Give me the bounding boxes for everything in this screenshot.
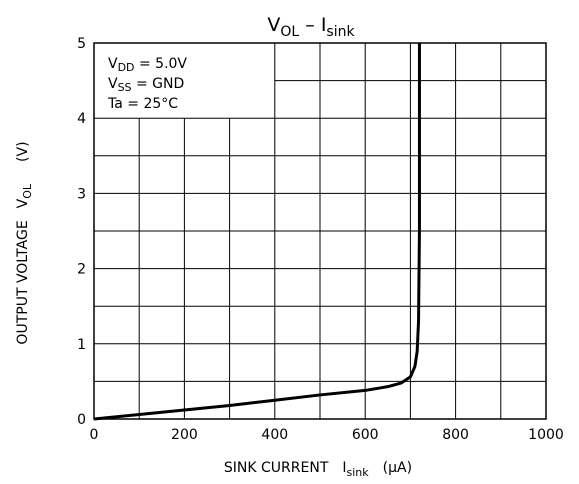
y-tick-label: 1 [77,337,86,353]
series-line [93,43,421,421]
grid [94,43,546,419]
condition-vdd: VDD = 5.0V [108,56,187,74]
y-tick-label: 5 [77,36,86,52]
plot-frame [93,42,547,420]
x-axis-label: SINK CURRENT Isink (μA) [224,460,412,479]
tick-labels: 0 200 400 600 800 1000 0 1 2 3 4 5 [77,36,564,443]
y-axis-label: OUTPUT VOLTAGEVOL(V) [15,141,34,344]
chart-title: VOL – Isink [267,14,355,40]
x-tick-label: 0 [90,427,99,443]
y-tick-label: 4 [77,111,86,127]
condition-ta: Ta = 25°C [107,96,178,112]
condition-vss: VSS = GND [108,76,184,94]
y-tick-label: 0 [77,412,86,428]
conditions-legend: VDD = 5.0V VSS = GND Ta = 25°C [107,56,187,112]
x-tick-label: 800 [442,427,469,443]
y-tick-label: 3 [77,186,86,202]
x-tick-label: 200 [171,427,198,443]
y-tick-label: 2 [77,262,86,278]
x-tick-label: 600 [352,427,379,443]
x-tick-label: 1000 [528,427,564,443]
x-tick-label: 400 [261,427,288,443]
